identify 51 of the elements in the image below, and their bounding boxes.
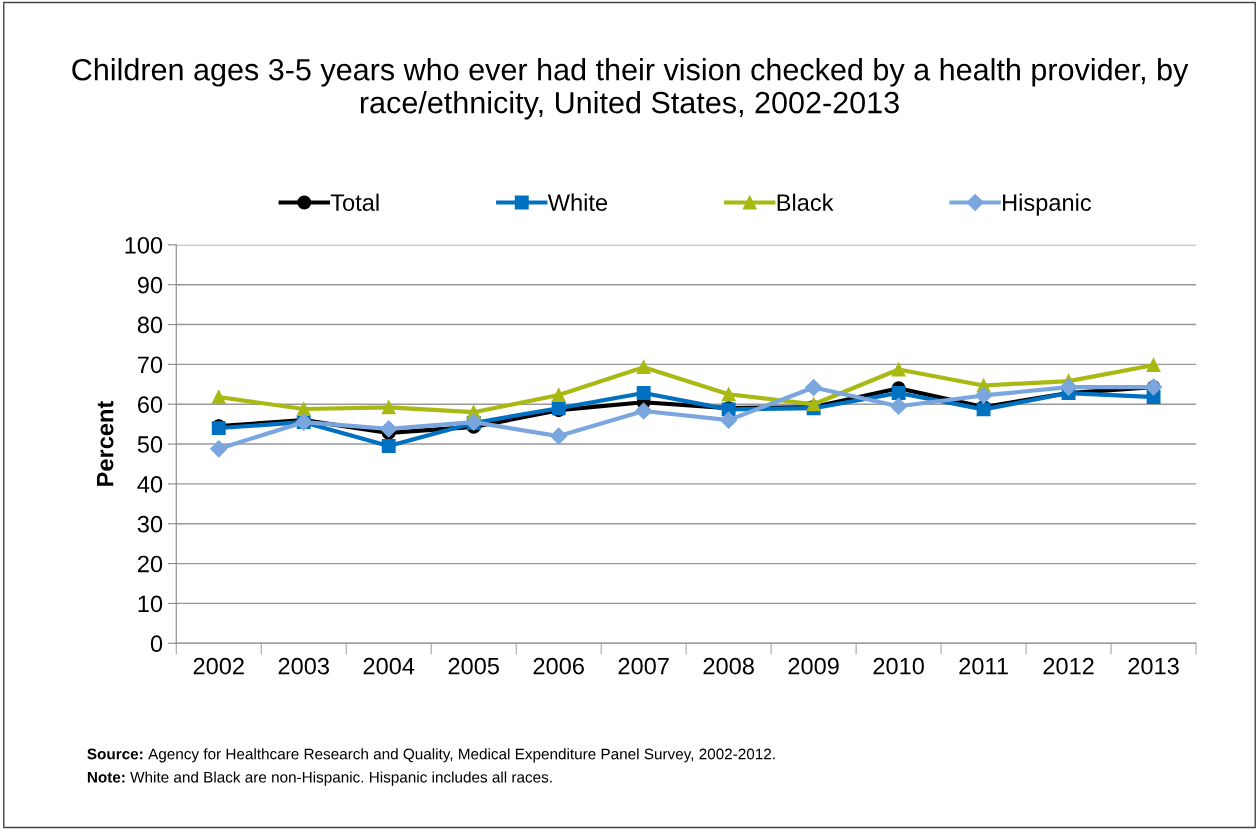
point xyxy=(721,387,736,402)
x-tick-label: 2004 xyxy=(363,657,415,675)
point xyxy=(551,388,566,402)
y-tick-label: 0 xyxy=(150,635,163,653)
y-axis-title: Percent xyxy=(96,401,114,486)
x-tick-label: 2002 xyxy=(193,657,244,675)
point xyxy=(720,411,738,429)
legend-label: Hispanic xyxy=(1003,193,1092,216)
point xyxy=(636,360,651,375)
point xyxy=(210,440,228,458)
legend-label: Black xyxy=(777,193,834,211)
y-tick-label: 90 xyxy=(137,276,163,294)
y-tick-label: 50 xyxy=(137,436,163,453)
point xyxy=(635,402,653,420)
y-tick-label: 80 xyxy=(137,316,163,334)
point xyxy=(296,402,311,416)
point xyxy=(381,439,396,453)
x-tick-label: 2006 xyxy=(533,657,584,675)
point xyxy=(380,420,398,438)
y-tick-label: 70 xyxy=(138,356,163,374)
y-tick-label: 60 xyxy=(138,396,163,413)
point xyxy=(550,427,568,445)
point xyxy=(891,362,906,377)
x-tick-label: 2010 xyxy=(873,657,924,675)
x-tick-label: 2008 xyxy=(703,657,754,675)
x-tick-label: 2013 xyxy=(1128,657,1179,675)
y-tick-label: 20 xyxy=(137,555,163,573)
x-tick-label: 2012 xyxy=(1043,657,1094,675)
point xyxy=(381,400,396,415)
legend-label: White xyxy=(547,193,608,211)
y-tick-label: 10 xyxy=(138,595,163,613)
point xyxy=(891,386,906,400)
point xyxy=(805,378,823,397)
y-tick-label: 30 xyxy=(137,515,163,533)
y-tick-label: 100 xyxy=(125,236,163,254)
point xyxy=(975,386,993,404)
point xyxy=(1060,378,1078,396)
x-tick-label: 2005 xyxy=(448,657,499,675)
text: Note: White and Black are non-Hispanic. Hispanic includes all races. xyxy=(87,771,552,786)
x-tick-label: 2007 xyxy=(618,657,669,675)
source-note: Source: Agency for Healthcare Research and Quality, Medical Expenditure Panel Survey, 2002-2012. xyxy=(87,748,775,763)
x-tick-label: 2009 xyxy=(788,657,839,675)
y-tick-label: 40 xyxy=(137,475,163,493)
point xyxy=(890,397,908,415)
point xyxy=(211,390,226,404)
legend-label: Total xyxy=(330,193,379,211)
point xyxy=(1146,358,1161,373)
x-tick-label: 2011 xyxy=(959,657,1008,675)
x-tick-label: 2003 xyxy=(278,657,329,675)
point xyxy=(636,386,651,400)
chart-title: Children ages 3-5 years who ever had their vision checked by a health provider, by race/ethnicity, United States, 2002-2013 xyxy=(72,58,1189,120)
